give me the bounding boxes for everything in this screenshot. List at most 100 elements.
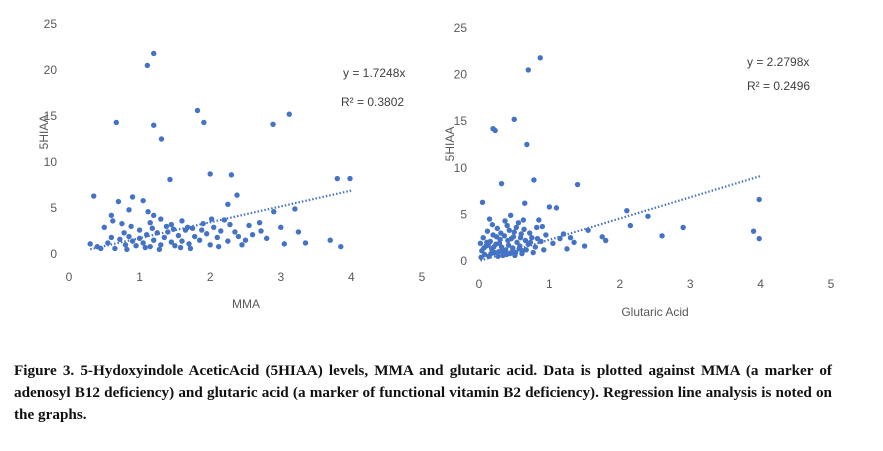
x-tick-label: 2 — [207, 270, 214, 284]
data-point — [147, 243, 153, 250]
data-point — [525, 67, 531, 73]
data-point — [239, 242, 245, 248]
x-tick-label: 4 — [757, 277, 764, 291]
data-point — [136, 227, 143, 233]
data-point — [511, 229, 517, 235]
y-tick-label: 0 — [50, 247, 57, 261]
x-tick-label: 5 — [828, 277, 835, 291]
scatter-panel-mma: 0 5 10 15 20 25 0 1 2 3 4 5 5HIAA MMA y = 1.7248x R² = … — [0, 0, 440, 330]
data-point — [493, 234, 500, 240]
data-point — [567, 235, 574, 241]
data-point — [115, 198, 122, 205]
data-point — [491, 244, 497, 250]
y-tick-label: 25 — [44, 17, 58, 31]
data-point — [144, 62, 151, 69]
x-tick-label: 0 — [476, 277, 483, 291]
data-point — [147, 220, 153, 226]
data-point — [110, 218, 116, 224]
data-point — [228, 172, 235, 178]
data-point — [530, 249, 536, 256]
data-point — [504, 222, 510, 229]
data-point — [191, 233, 198, 240]
data-point — [517, 235, 524, 241]
chart-glutaric-acid: 0 5 10 15 20 25 0 1 2 3 4 5 5HIAA Glutaric Acid y = 2.… — [443, 21, 835, 319]
data-point — [168, 221, 175, 228]
y-tick-label: 10 — [454, 161, 468, 175]
data-point — [506, 227, 512, 233]
data-point — [196, 237, 203, 243]
data-point — [534, 224, 540, 231]
data-point — [481, 245, 487, 251]
data-point — [502, 218, 508, 224]
data-point — [149, 225, 156, 231]
data-point — [124, 246, 130, 253]
data-point — [207, 242, 213, 248]
data-point — [524, 141, 530, 148]
data-point — [172, 243, 178, 249]
data-point — [507, 212, 514, 219]
data-point — [154, 230, 160, 236]
data-point — [557, 235, 563, 242]
data-point — [108, 234, 115, 241]
data-point — [227, 221, 233, 228]
data-point — [480, 235, 486, 241]
data-point — [246, 222, 252, 229]
data-point — [292, 206, 298, 212]
data-point — [208, 216, 215, 222]
regression-equation: y = 2.2798x — [747, 55, 809, 69]
data-point — [505, 242, 512, 248]
data-point — [550, 240, 556, 246]
data-point — [523, 247, 529, 253]
data-point — [520, 217, 527, 223]
data-point — [278, 224, 284, 231]
x-tick-label: 3 — [687, 277, 694, 291]
regression-equation: y = 1.7248x — [343, 66, 405, 80]
data-point — [510, 234, 517, 240]
data-point — [98, 245, 104, 252]
data-point — [101, 224, 108, 231]
data-point — [511, 116, 517, 123]
y-tick-label: 20 — [44, 63, 58, 77]
data-point — [645, 213, 651, 219]
data-point — [756, 196, 762, 203]
figure-caption: Figure 3. 5-Hydoxyindole AceticAcid (5HI… — [14, 362, 832, 423]
data-point — [659, 233, 665, 239]
data-point — [151, 237, 157, 243]
data-point — [571, 239, 577, 246]
data-point — [756, 235, 762, 242]
data-point — [498, 180, 505, 187]
data-point — [479, 199, 486, 205]
data-point — [211, 224, 217, 231]
data-point — [129, 194, 136, 200]
y-tick-label: 15 — [44, 109, 58, 123]
data-point — [509, 248, 515, 255]
y-tick-label: 15 — [454, 114, 468, 128]
y-axis-label: 5HIAA — [443, 127, 457, 162]
data-point — [189, 225, 196, 231]
data-point — [485, 242, 491, 248]
data-point — [534, 235, 541, 242]
data-point — [302, 240, 309, 246]
data-point — [161, 234, 168, 241]
data-point — [522, 200, 528, 206]
data-point — [496, 240, 503, 246]
trendline — [89, 189, 352, 251]
data-point — [499, 248, 505, 254]
data-point — [553, 205, 560, 211]
data-point — [158, 242, 164, 248]
data-point — [158, 136, 165, 142]
data-point — [541, 247, 547, 253]
data-point — [207, 171, 213, 177]
data-point — [129, 238, 136, 244]
data-point — [175, 232, 182, 239]
data-point — [521, 226, 527, 233]
data-point — [200, 220, 206, 227]
data-point — [140, 197, 146, 204]
y-tick-label: 5 — [50, 201, 57, 215]
data-point — [516, 246, 522, 252]
data-point — [151, 122, 157, 128]
data-point — [168, 239, 175, 245]
data-point — [235, 233, 242, 240]
data-point — [585, 227, 591, 233]
